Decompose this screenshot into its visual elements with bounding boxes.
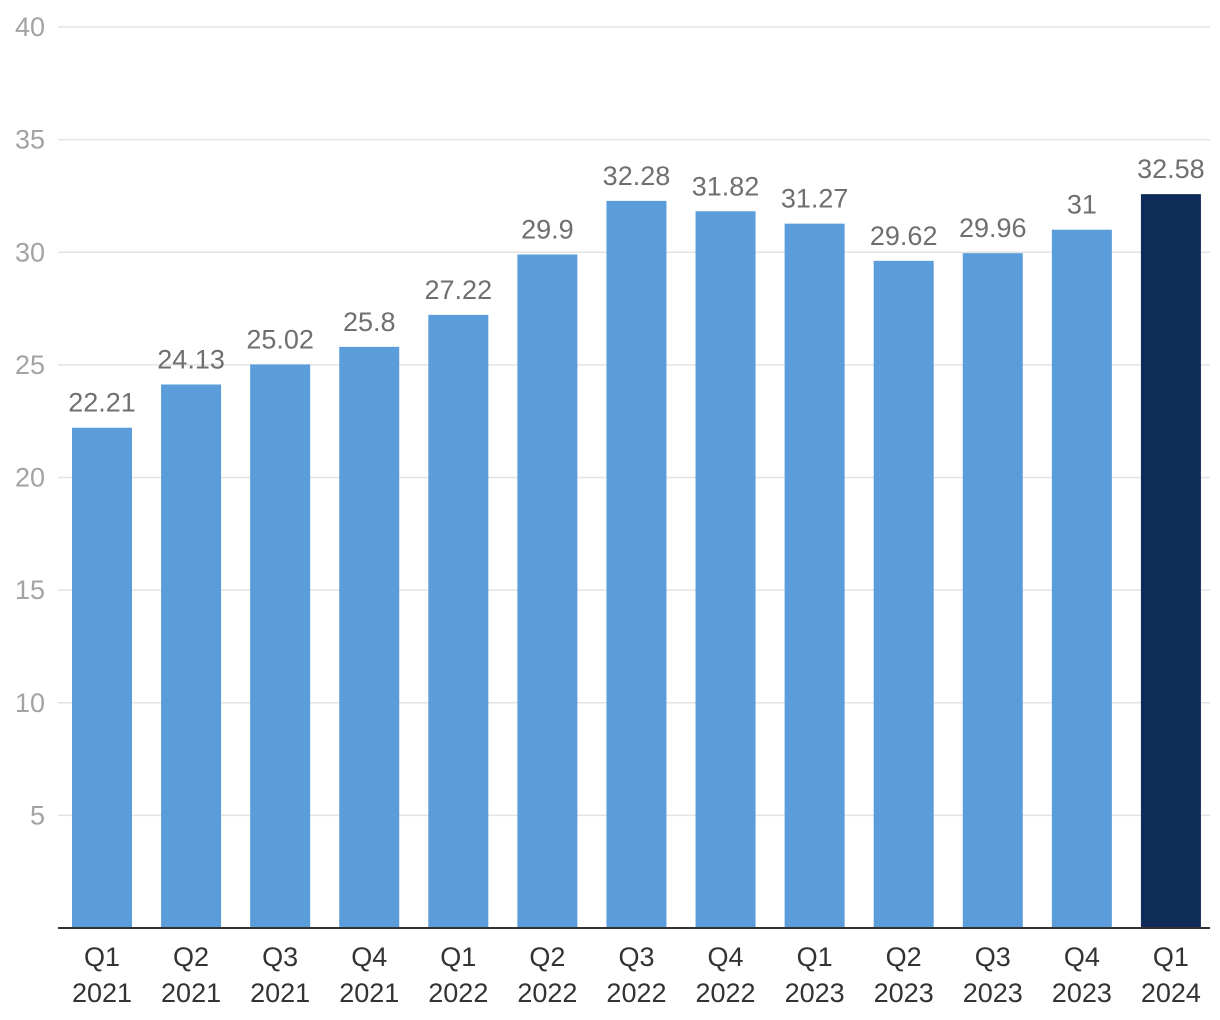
x-tick-label-quarter: Q3 bbox=[262, 942, 298, 972]
x-tick-label-year: 2022 bbox=[606, 978, 666, 1008]
x-tick-label-year: 2022 bbox=[695, 978, 755, 1008]
data-label: 29.96 bbox=[959, 213, 1027, 243]
data-label: 25.8 bbox=[343, 307, 396, 337]
bar bbox=[428, 314, 489, 928]
x-tick-label-year: 2023 bbox=[785, 978, 845, 1008]
bar bbox=[873, 260, 934, 928]
y-tick-label: 15 bbox=[15, 575, 45, 605]
x-axis-ticks: Q1 2021 Q2 2021 Q3 2021 Q4 2021 Q1 2022 Q2 2022 Q3 20… bbox=[72, 942, 1201, 1008]
y-tick-label: 35 bbox=[15, 125, 45, 155]
x-tick-label-year: 2023 bbox=[1052, 978, 1112, 1008]
x-tick-label-quarter: Q2 bbox=[529, 942, 565, 972]
x-tick-label-quarter: Q3 bbox=[618, 942, 654, 972]
y-tick-label: 30 bbox=[15, 237, 45, 267]
x-tick-label-quarter: Q3 bbox=[975, 942, 1011, 972]
x-tick-label-year: 2022 bbox=[428, 978, 488, 1008]
x-tick-label-year: 2021 bbox=[250, 978, 310, 1008]
data-label: 24.13 bbox=[157, 344, 225, 374]
bar bbox=[1140, 194, 1201, 928]
data-label: 29.62 bbox=[870, 221, 938, 251]
bar bbox=[1051, 229, 1112, 929]
x-tick-label-year: 2021 bbox=[72, 978, 132, 1008]
x-tick-label-year: 2024 bbox=[1141, 978, 1201, 1008]
y-tick-label: 25 bbox=[15, 350, 45, 380]
bars bbox=[72, 194, 1201, 929]
y-tick-label: 40 bbox=[15, 12, 45, 42]
data-label: 25.02 bbox=[246, 324, 314, 354]
x-tick-label-year: 2022 bbox=[517, 978, 577, 1008]
x-tick-label-quarter: Q4 bbox=[1064, 942, 1100, 972]
data-label: 31 bbox=[1067, 190, 1097, 220]
data-label: 31.82 bbox=[692, 171, 760, 201]
data-label: 31.27 bbox=[781, 184, 849, 214]
bar bbox=[161, 384, 222, 928]
x-tick-label-quarter: Q1 bbox=[1153, 942, 1189, 972]
x-tick-label-year: 2023 bbox=[963, 978, 1023, 1008]
x-tick-label-quarter: Q1 bbox=[797, 942, 833, 972]
bar bbox=[962, 253, 1023, 928]
x-tick-label-quarter: Q2 bbox=[886, 942, 922, 972]
bar bbox=[606, 200, 667, 928]
data-label: 32.58 bbox=[1137, 154, 1205, 184]
data-label: 29.9 bbox=[521, 215, 574, 245]
data-label: 27.22 bbox=[425, 275, 493, 305]
data-label: 22.21 bbox=[68, 388, 136, 418]
y-tick-label: 10 bbox=[15, 688, 45, 718]
bar bbox=[695, 211, 756, 928]
bar bbox=[784, 223, 845, 928]
data-labels: 22.21 24.13 25.02 25.8 27.22 29.9 32.28 31.82 31… bbox=[68, 154, 1205, 418]
x-tick-label-quarter: Q2 bbox=[173, 942, 209, 972]
x-tick-label-quarter: Q1 bbox=[440, 942, 476, 972]
bar bbox=[339, 346, 400, 929]
x-tick-label-year: 2021 bbox=[339, 978, 399, 1008]
x-tick-label-year: 2021 bbox=[161, 978, 221, 1008]
x-tick-label-quarter: Q4 bbox=[708, 942, 744, 972]
bar bbox=[517, 254, 578, 928]
y-tick-label: 20 bbox=[15, 463, 45, 493]
y-axis-ticks: 5 10 15 20 25 30 35 40 bbox=[15, 12, 45, 830]
bar bbox=[72, 427, 132, 928]
x-tick-label-quarter: Q4 bbox=[351, 942, 387, 972]
x-tick-label-quarter: Q1 bbox=[84, 942, 120, 972]
x-tick-label-year: 2023 bbox=[874, 978, 934, 1008]
data-label: 32.28 bbox=[603, 161, 671, 191]
bar bbox=[250, 364, 311, 928]
y-tick-label: 5 bbox=[30, 800, 45, 830]
